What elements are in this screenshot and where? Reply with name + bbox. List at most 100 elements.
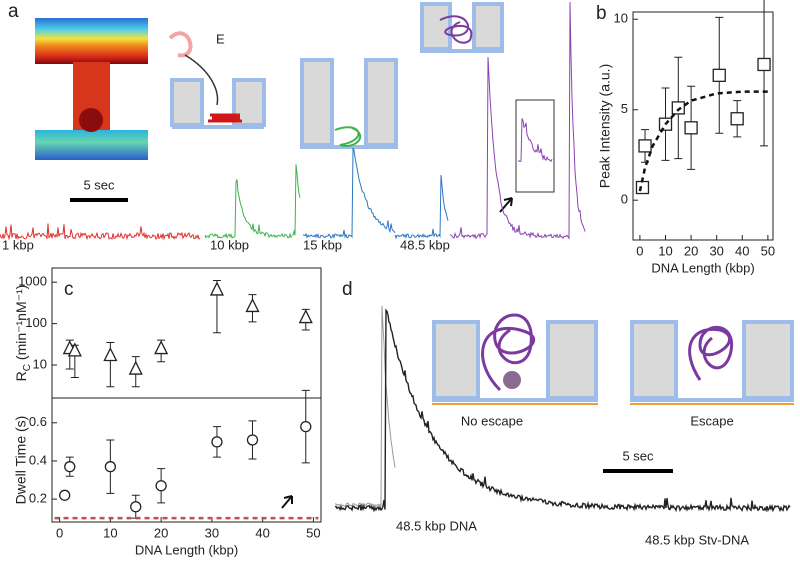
signal-trace [517, 118, 553, 163]
inset-box [515, 99, 555, 193]
data-point [712, 68, 726, 82]
data-point [104, 461, 117, 473]
signal-trace [204, 179, 293, 239]
x-tick-label: 20 [684, 243, 698, 258]
fit-line [638, 90, 768, 192]
x-tick-label: 50 [761, 243, 775, 258]
dna-trapped [481, 313, 536, 392]
schematic-label: No escape [461, 413, 523, 428]
trace-label: 15 kbp [303, 237, 342, 252]
data-point [103, 347, 118, 362]
x-tick-label: 10 [658, 243, 672, 258]
panel-label: b [596, 3, 607, 24]
scale-label: 5 sec [83, 177, 115, 192]
data-point [246, 434, 259, 446]
data-point [730, 112, 744, 126]
data-point [671, 101, 685, 115]
streptavidin [503, 371, 521, 389]
y-tick-label: 0.2 [29, 491, 47, 506]
signal-trace [0, 223, 201, 241]
data-point [211, 436, 223, 448]
data-point [300, 420, 312, 433]
x-tick-label: 10 [103, 525, 117, 540]
schematic-label: Escape [690, 413, 733, 428]
x-axis-label: DNA Length (kbp) [135, 542, 238, 557]
data-point [638, 139, 652, 153]
y-tick-label: 10 [614, 11, 628, 26]
dna-coil [168, 31, 193, 58]
data-point [757, 57, 771, 72]
dna-purple [439, 15, 473, 44]
y-tick-label: 0.4 [29, 452, 47, 467]
y-tick-label: 10 [33, 356, 47, 371]
dna-green [334, 126, 362, 147]
y-axis-label-part: R [13, 371, 29, 381]
signal-trace [394, 175, 449, 240]
signal-trace [335, 305, 396, 509]
data-point [59, 489, 71, 501]
y-axis-label-part: (min⁻¹nM⁻¹) [13, 285, 29, 364]
pore-sim-bottom [35, 130, 148, 160]
panel-d-illustrations: No escape Escape 5 sec 48.5 kbp DNA 48.5… [396, 313, 794, 547]
pore-sim-spot [79, 108, 103, 132]
y-tick-label: 0 [621, 192, 628, 207]
field-arrow [184, 54, 219, 106]
signal-trace [449, 1, 586, 240]
y-tick-label: 5 [621, 101, 628, 116]
x-tick-label: 30 [205, 525, 219, 540]
error-bar [760, 0, 769, 147]
plot-frame [51, 267, 322, 399]
y-axis-label: Dwell Time (s) [13, 416, 29, 505]
pore-schematic-1 [170, 78, 266, 129]
annotation-arrow [281, 495, 293, 509]
x-axis-label: DNA Length (kbp) [651, 260, 754, 275]
field-label: E [216, 31, 225, 46]
data-point [155, 480, 167, 492]
data-point [130, 501, 142, 513]
x-tick-label: 40 [255, 525, 269, 540]
trace-label: 10 kbp [210, 237, 249, 252]
dna-compact [208, 113, 242, 123]
data-point [635, 180, 650, 195]
trace-label: 1 kbp [2, 237, 34, 252]
panel-label: c [64, 279, 74, 300]
pore-schematic-3 [420, 2, 504, 53]
trace-label: 48.5 kbp [400, 237, 450, 252]
panel-label: a [8, 1, 19, 22]
y-tick-label: 1000 [18, 274, 47, 289]
x-tick-label: 0 [636, 243, 643, 258]
signal-trace [292, 164, 301, 236]
trace-label: 48.5 kbp Stv-DNA [645, 532, 749, 547]
data-point [245, 297, 260, 313]
data-point [209, 281, 225, 296]
y-tick-label: 0.6 [29, 414, 47, 429]
data-point [298, 309, 313, 324]
y-axis-label: RC (min⁻¹nM⁻¹) [13, 285, 33, 382]
signal-trace [302, 147, 396, 239]
panel-a-illustrations: E 5 sec 1 kbp 10 kbp 15 kbp 48.5 kbp [2, 2, 555, 252]
x-tick-label: 20 [154, 525, 168, 540]
inset-arrow [499, 197, 513, 213]
scale-label: 5 sec [622, 448, 654, 463]
x-tick-label: 40 [735, 243, 749, 258]
signal-trace [335, 308, 791, 513]
data-point [684, 121, 698, 135]
trace-label: 48.5 kbp DNA [396, 518, 477, 533]
data-point [64, 461, 76, 473]
plot-frame [51, 397, 322, 523]
pore-schematic-d1 [432, 320, 598, 402]
pore-schematic-2 [300, 58, 398, 149]
dna-escape [688, 325, 734, 381]
x-tick-label: 0 [56, 525, 63, 540]
data-point [154, 340, 169, 355]
plot-frame [632, 11, 774, 241]
y-axis-label: Peak Intensity (a.u.) [597, 64, 613, 189]
pore-sim-top [35, 18, 148, 64]
y-axis-label-part: C [22, 364, 33, 371]
x-tick-label: 30 [709, 243, 723, 258]
y-tick-label: 100 [25, 315, 47, 330]
data-point [128, 360, 143, 375]
panel-label: d [342, 279, 353, 300]
